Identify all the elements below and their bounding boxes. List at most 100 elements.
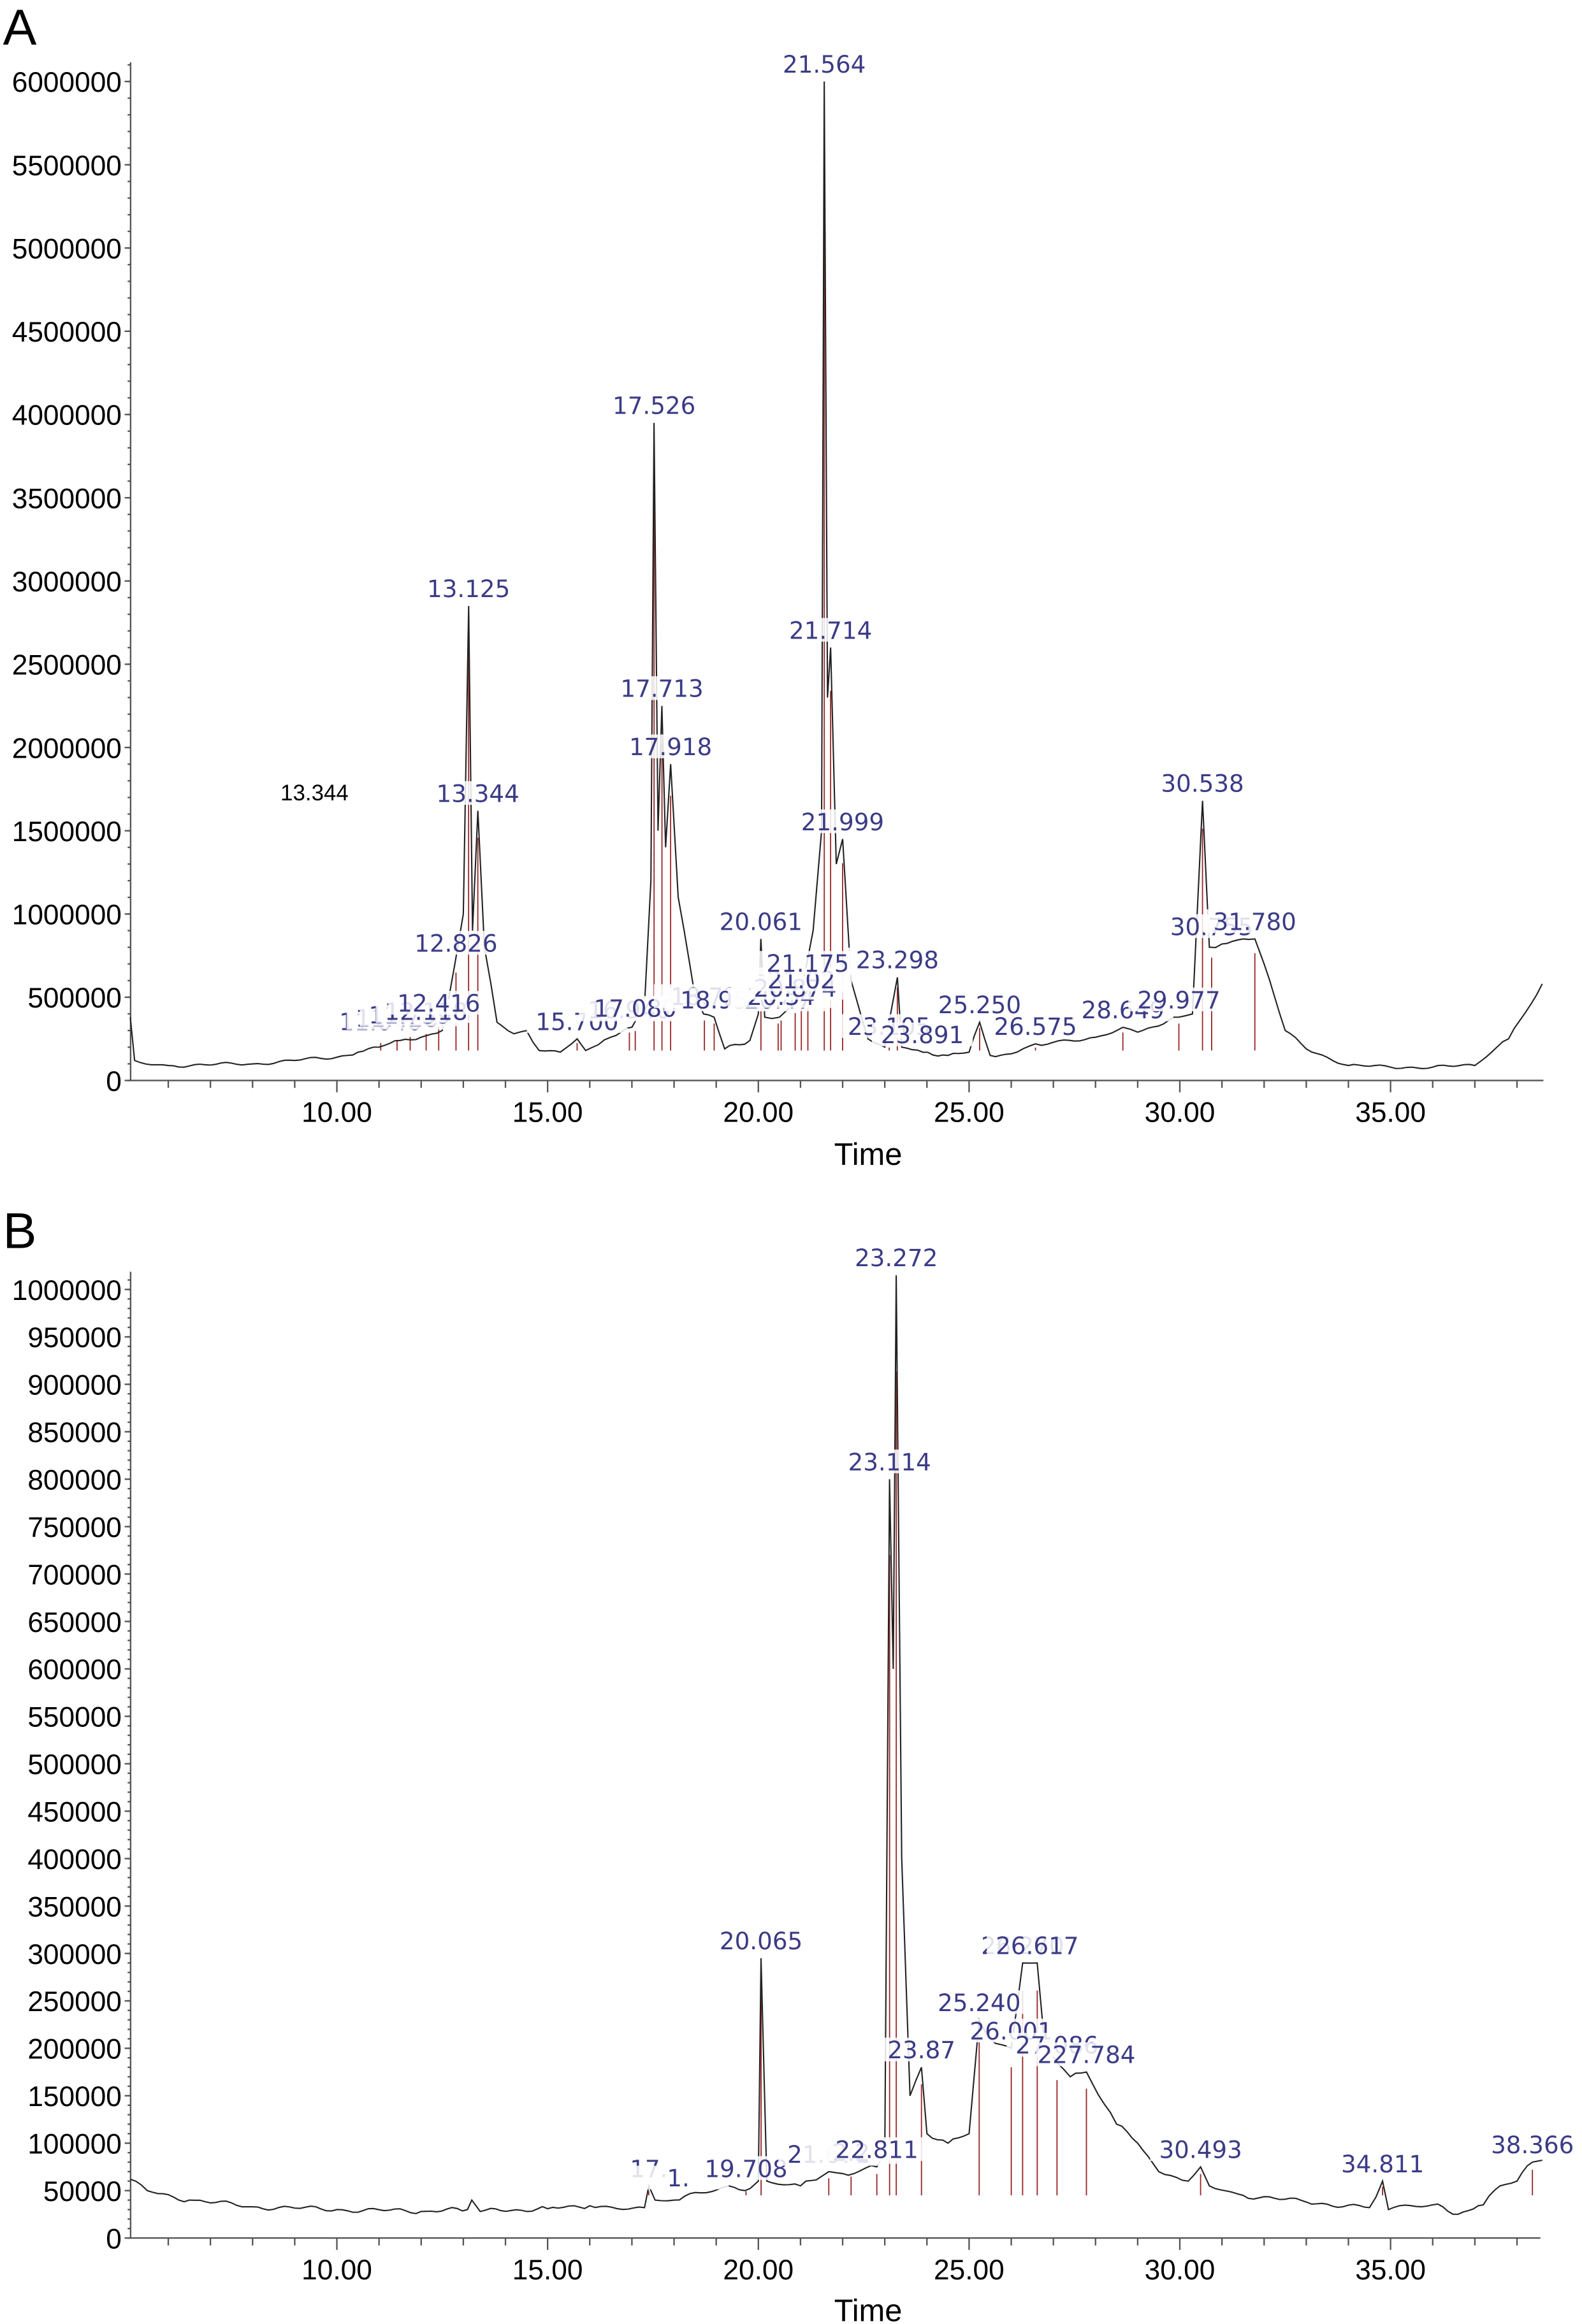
- peak-label-background: [1128, 987, 1230, 1011]
- peak-label: 1.: [667, 2164, 690, 2192]
- y-tick-label: 450000: [27, 1797, 122, 1828]
- peak-label-background: [620, 734, 722, 758]
- y-tick-label: 1000000: [12, 1275, 122, 1306]
- peak-label: 20.061: [720, 908, 802, 936]
- peak-label-background: [604, 393, 705, 417]
- peak-label: 38.366: [1491, 2131, 1574, 2159]
- panel-letter-b: B: [3, 1202, 37, 1259]
- peak-label-background: [757, 951, 859, 975]
- peak-label: 19.708: [704, 2154, 787, 2183]
- y-tick-label: 250000: [27, 1986, 122, 2017]
- peak-label-background: [1150, 2137, 1251, 2162]
- y-tick-label: 500000: [27, 983, 122, 1014]
- peak-label-background: [710, 1928, 812, 1952]
- chromatogram-trace: [130, 1275, 1542, 2215]
- y-tick-label: 200000: [27, 2034, 122, 2065]
- y-tick-label: 500000: [27, 1749, 122, 1780]
- y-tick-label: 0: [106, 2223, 122, 2255]
- peak-label: 34.811: [1341, 2150, 1424, 2178]
- chromatogram-trace: [129, 81, 1543, 1070]
- y-tick-label: 100000: [27, 2129, 122, 2160]
- y-tick-label: 400000: [27, 1844, 122, 1875]
- peak-label-background: [1204, 909, 1305, 934]
- y-tick-label: 6000000: [12, 67, 122, 98]
- x-tick-label: 35.00: [1355, 2255, 1426, 2286]
- y-tick-label: 150000: [27, 2081, 122, 2112]
- peak-label-background: [1036, 2042, 1137, 2067]
- y-tick-label: 3000000: [12, 567, 122, 598]
- peak-label-background: [418, 576, 519, 600]
- peak-label: 26.575: [994, 1013, 1077, 1041]
- panel-b-axes: 0 50000 100000 150000 200000 250000 300000 3500…: [12, 1271, 1541, 2286]
- peak-label-background: [839, 1449, 940, 1473]
- peak-label-background: [388, 990, 490, 1015]
- peak-label-background: [846, 948, 948, 972]
- peak-label-background: [987, 1933, 1088, 1958]
- y-tick-label: 5000000: [12, 234, 122, 265]
- peak-label-background: [985, 1014, 1086, 1038]
- peak-label: 17.526: [613, 392, 695, 420]
- x-tick-label: 30.00: [1145, 1097, 1216, 1129]
- peak-label-background: [929, 992, 1031, 1016]
- y-tick-label: 0: [106, 1066, 122, 1097]
- peak-label-background: [871, 1022, 973, 1046]
- peak-label: 30.493: [1159, 2136, 1242, 2164]
- y-tick-label: 950000: [27, 1322, 122, 1353]
- panel-a-trace: [129, 81, 1543, 1070]
- peak-label: 227.784: [1037, 2041, 1135, 2069]
- peak-label: 26.617: [996, 1931, 1078, 1960]
- peak-label: 31.780: [1214, 908, 1296, 936]
- x-tick-label: 20.00: [723, 2255, 794, 2286]
- peak-label: 21.999: [801, 808, 884, 836]
- peak-label: 23.891: [881, 1021, 964, 1049]
- peak-label: 21.175: [766, 949, 849, 978]
- x-tick-label: 10.00: [301, 2255, 372, 2286]
- y-tick-label: 2500000: [12, 650, 122, 681]
- peak-label-background: [780, 617, 882, 642]
- peak-label: 22.811: [836, 2136, 918, 2164]
- peak-label-background: [1482, 2132, 1582, 2156]
- x-tick-label: 25.00: [934, 1097, 1005, 1129]
- panel-b-trace: [130, 1275, 1542, 2215]
- peak-label: 30.538: [1161, 770, 1244, 798]
- peak-label-background: [405, 930, 507, 955]
- y-tick-label: 3500000: [12, 483, 122, 514]
- peak-label-background: [929, 1990, 1030, 2014]
- peak-label-background: [871, 2037, 972, 2061]
- panel-a-annotation: 13.344: [280, 781, 349, 805]
- y-tick-label: 2000000: [12, 733, 122, 764]
- peak-label: 23.272: [855, 1244, 938, 1272]
- peak-label-background: [611, 676, 713, 700]
- peak-label: 13.125: [427, 575, 510, 603]
- peak-label: 29.977: [1137, 986, 1220, 1014]
- x-tick-label: 35.00: [1355, 1097, 1426, 1129]
- x-tick-label: 25.00: [934, 2255, 1005, 2286]
- x-tick-label: 15.00: [512, 1097, 583, 1129]
- y-tick-label: 900000: [27, 1370, 122, 1401]
- y-tick-label: 850000: [27, 1417, 122, 1448]
- peak-label-background: [1332, 2151, 1433, 2176]
- y-tick-label: 300000: [27, 1939, 122, 1970]
- y-tick-label: 550000: [27, 1702, 122, 1733]
- peak-label-background: [826, 2137, 927, 2162]
- y-tick-label: 700000: [27, 1559, 122, 1591]
- y-tick-label: 1000000: [12, 900, 122, 931]
- y-tick-label: 800000: [27, 1465, 122, 1496]
- x-tick-label: 30.00: [1145, 2255, 1216, 2286]
- peak-label: 17.713: [620, 675, 703, 703]
- x-tick-label: 10.00: [301, 1097, 372, 1129]
- peak-label-background: [427, 781, 528, 805]
- y-tick-label: 50000: [43, 2176, 122, 2207]
- peak-label: 21.714: [789, 616, 872, 644]
- panel-b-peak-labels: 17.1.19.70820.06521.6712.222.81123.11423…: [598, 1244, 1582, 2192]
- x-tick-label: 15.00: [512, 2255, 583, 2286]
- peak-label-background: [774, 52, 875, 76]
- panel-b-x-axis-title: Time: [834, 2293, 903, 2324]
- peak-label-background: [1152, 771, 1253, 795]
- y-tick-label: 1500000: [12, 816, 122, 848]
- peak-label: 23.298: [856, 946, 939, 974]
- panel-a-x-axis-title: Time: [834, 1137, 903, 1172]
- panel-b-integration-drops: [648, 1371, 1534, 2196]
- peak-label: 12.416: [397, 990, 480, 1018]
